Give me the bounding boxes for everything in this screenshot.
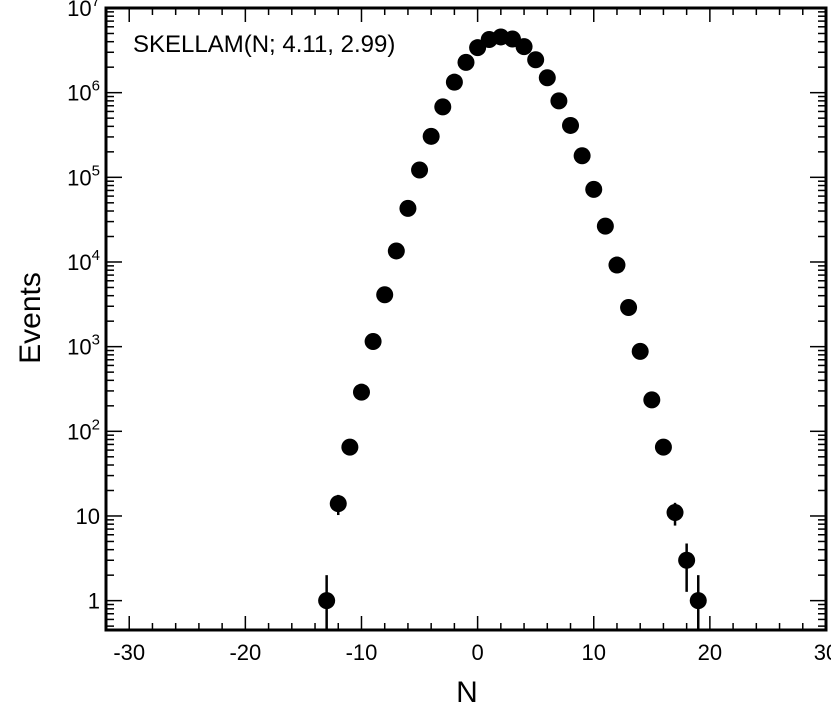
x-tick-label: -20 [229,640,261,665]
data-point [376,286,394,304]
data-point [352,383,370,401]
x-tick-label: 0 [471,640,483,665]
data-point [387,242,405,260]
y-tick-label: 107 [67,0,100,21]
data-point [562,116,580,134]
x-tick-label: -10 [346,640,378,665]
axis-ticks [105,7,827,630]
y-tick-label: 103 [67,332,100,360]
y-axis-title: Events [14,272,47,364]
y-tick-label: 106 [67,78,100,106]
data-point [596,217,614,235]
data-point [434,98,452,116]
data-point [364,333,382,351]
data-point [457,53,475,71]
data-point [550,92,568,110]
plot-frame [104,6,828,632]
data-point [620,299,638,317]
y-tick-label: 10 [76,504,100,529]
data-point [399,199,417,217]
y-tick-label: 104 [67,247,100,275]
data-point [643,391,661,409]
data-point [422,127,440,145]
data-point [527,51,545,69]
data-point [608,256,626,274]
y-tick-label: 105 [67,162,100,190]
data-point [445,73,463,91]
y-tick-label: 102 [67,416,100,444]
data-point [689,592,707,610]
data-point [411,161,429,179]
data-point [341,438,359,456]
x-axis-title: N [456,676,478,709]
data-point [329,495,347,513]
data-point [318,592,336,610]
data-point [666,503,684,521]
x-tick-label: 10 [581,640,605,665]
data-point [538,69,556,87]
data-point [654,438,672,456]
data-point [573,147,591,165]
data-point [631,342,649,360]
data-point [678,551,696,569]
x-tick-label: 20 [698,640,722,665]
data-points [318,28,707,630]
y-tick-labels: 1 10 102 103 104 105 106 107 [67,0,100,614]
y-tick-label: 1 [88,589,100,614]
x-tick-labels: -30 -20 -10 0 10 20 30 [113,640,831,665]
x-tick-label: 30 [814,640,831,665]
chart-title: SKELLAM(N; 4.11, 2.99) [133,31,395,58]
data-point [585,180,603,198]
data-point [515,38,533,56]
x-tick-label: -30 [113,640,145,665]
